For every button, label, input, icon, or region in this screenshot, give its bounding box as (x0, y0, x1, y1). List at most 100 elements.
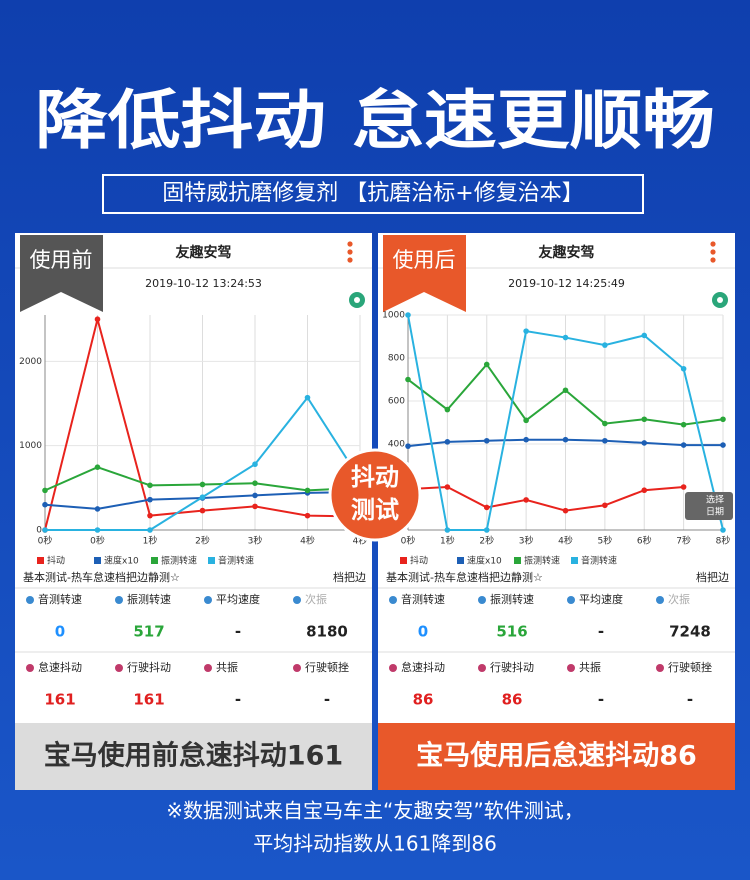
x-tick-label: 6秒 (637, 535, 652, 547)
data-point (483, 504, 490, 511)
subtitle: 固特威抗磨修复剂 【抗磨治标+修复治本】 (162, 181, 583, 206)
menu-dot (710, 257, 716, 263)
stat-value: 161 (44, 691, 75, 709)
y-tick-label: 1000 (19, 441, 42, 451)
data-point (562, 387, 569, 394)
data-point (94, 527, 101, 533)
x-tick-label: 5秒 (598, 535, 613, 547)
stat-icon (293, 664, 301, 672)
data-point (483, 527, 490, 533)
data-point (444, 484, 451, 490)
data-point (523, 436, 529, 443)
position: 档把边 (696, 570, 729, 584)
data-point (602, 342, 608, 348)
data-point (147, 496, 153, 503)
tag (383, 235, 466, 312)
stat-value: - (235, 623, 241, 641)
map-pin-hole (717, 297, 723, 303)
phone-screen (378, 233, 735, 723)
test-name: 基本测试-热车怠速档把边静测☆ (23, 570, 180, 584)
legend-label: 抖动 (47, 555, 65, 567)
date-button[interactable] (685, 492, 733, 520)
data-point (523, 497, 529, 503)
data-point (147, 527, 153, 533)
menu-dot (347, 241, 353, 247)
stat-value: - (324, 691, 330, 709)
stat-label: 行驶顿挫 (305, 660, 349, 674)
data-point (641, 440, 648, 446)
stat-icon (115, 596, 123, 604)
tag-label: 使用前 (30, 248, 93, 272)
stat-label: 振测转速 (490, 592, 534, 606)
data-point (94, 506, 101, 512)
x-tick-label: 0秒 (90, 535, 105, 547)
data-point (42, 501, 48, 508)
legend-label: 速度x10 (104, 555, 139, 567)
data-point (444, 406, 451, 413)
data-point (680, 421, 687, 428)
timestamp: 2019-10-12 14:25:49 (508, 277, 625, 290)
data-point (252, 461, 258, 468)
data-point (444, 439, 451, 445)
data-point (304, 512, 311, 519)
data-point (680, 484, 687, 490)
stat-icon (389, 596, 397, 604)
legend-label: 音测转速 (218, 555, 254, 567)
x-tick-label: 8秒 (716, 535, 731, 547)
data-point (405, 376, 411, 383)
data-point (405, 312, 411, 318)
data-point (602, 420, 608, 427)
stat-label: 音测转速 (38, 592, 82, 606)
stat-label: 怠速抖动 (401, 660, 445, 674)
x-tick-label: 4秒 (300, 535, 315, 547)
badge-label: 抖动 (351, 463, 399, 491)
data-point (523, 328, 529, 334)
stat-icon (26, 596, 34, 604)
menu-dot (710, 241, 716, 247)
stat-label: 行驶抖动 (127, 660, 171, 674)
caption: 宝马使用前怠速抖动161 (44, 740, 343, 772)
phone-screen (15, 233, 372, 723)
x-tick-label: 1秒 (440, 535, 455, 547)
stat-value: - (687, 691, 693, 709)
x-tick-label: 2秒 (479, 535, 494, 547)
stat-icon (293, 596, 301, 604)
stat-value: 7248 (669, 623, 711, 641)
data-point (304, 487, 311, 494)
stat-value: 517 (133, 623, 164, 641)
stat-icon (478, 664, 486, 672)
data-point (602, 502, 608, 509)
y-tick-label: 1000 (382, 311, 405, 321)
date-button-label: 选择 (706, 494, 724, 506)
data-point (147, 512, 153, 519)
data-point (199, 494, 206, 500)
stat-value: 0 (418, 623, 428, 641)
x-tick-label: 1秒 (143, 535, 158, 547)
stat-icon (389, 664, 397, 672)
stat-icon (204, 664, 212, 672)
stat-label: 次振 (305, 592, 327, 606)
stat-icon (115, 664, 123, 672)
stat-icon (656, 664, 664, 672)
y-tick-label: 800 (388, 354, 405, 364)
stat-value: 8180 (306, 623, 348, 641)
y-tick-label: 0 (36, 526, 42, 536)
data-point (94, 464, 101, 470)
data-point (483, 361, 490, 368)
title: 降低抖动 怠速更顺畅 (35, 85, 715, 159)
data-point (304, 394, 311, 401)
stat-icon (567, 596, 575, 604)
stat-label: 平均速度 (579, 592, 623, 606)
data-point (641, 487, 648, 494)
x-tick-label: 0秒 (38, 535, 53, 547)
position: 档把边 (333, 570, 366, 584)
stat-value: - (598, 623, 604, 641)
stat-icon (478, 596, 486, 604)
stat-label: 行驶抖动 (490, 660, 534, 674)
tag (20, 235, 103, 312)
stat-value: - (598, 691, 604, 709)
data-point (483, 437, 490, 444)
x-tick-label: 0秒 (401, 535, 416, 547)
badge (328, 448, 422, 542)
stat-value: 0 (55, 623, 65, 641)
